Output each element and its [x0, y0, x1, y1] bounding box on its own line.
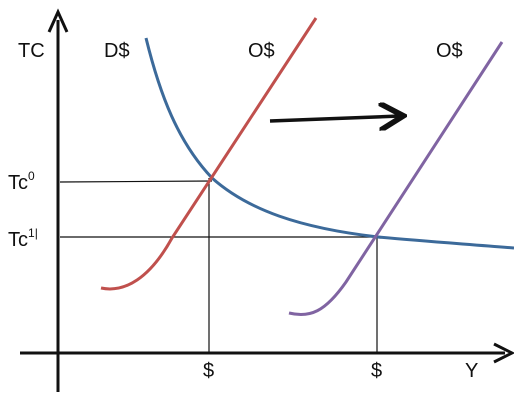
- demand-curve: [144, 37, 514, 250]
- y-axis-label: TC: [18, 40, 45, 62]
- y-tick-tc1-sup: 1: [28, 226, 35, 240]
- demand-curve-label: D$: [104, 40, 130, 62]
- y-tick-tc0: Tc0: [8, 169, 35, 194]
- supply-curve-initial: [100, 17, 318, 291]
- y-tick-tc1: Tc1|: [8, 226, 38, 251]
- supply-initial-label: O$: [248, 40, 275, 62]
- y-tick-tc1-base: Tc: [8, 229, 28, 251]
- guide-tc0-horizontal: [59, 180, 213, 183]
- x-tick-2: $: [371, 360, 382, 382]
- x-tick-1: $: [203, 360, 214, 382]
- y-axis-arrowhead: [47, 8, 69, 33]
- shift-arrow: [269, 116, 400, 121]
- x-axis-label: Y: [465, 360, 478, 382]
- y-tick-tc0-base: Tc: [8, 172, 28, 194]
- supply-curve-shifted: [288, 41, 504, 317]
- y-tick-tc1-suffix: |: [35, 226, 38, 240]
- y-tick-tc0-sup: 0: [28, 169, 35, 183]
- x-axis-arrowhead: [493, 342, 514, 364]
- supply-shifted-label: O$: [436, 40, 463, 62]
